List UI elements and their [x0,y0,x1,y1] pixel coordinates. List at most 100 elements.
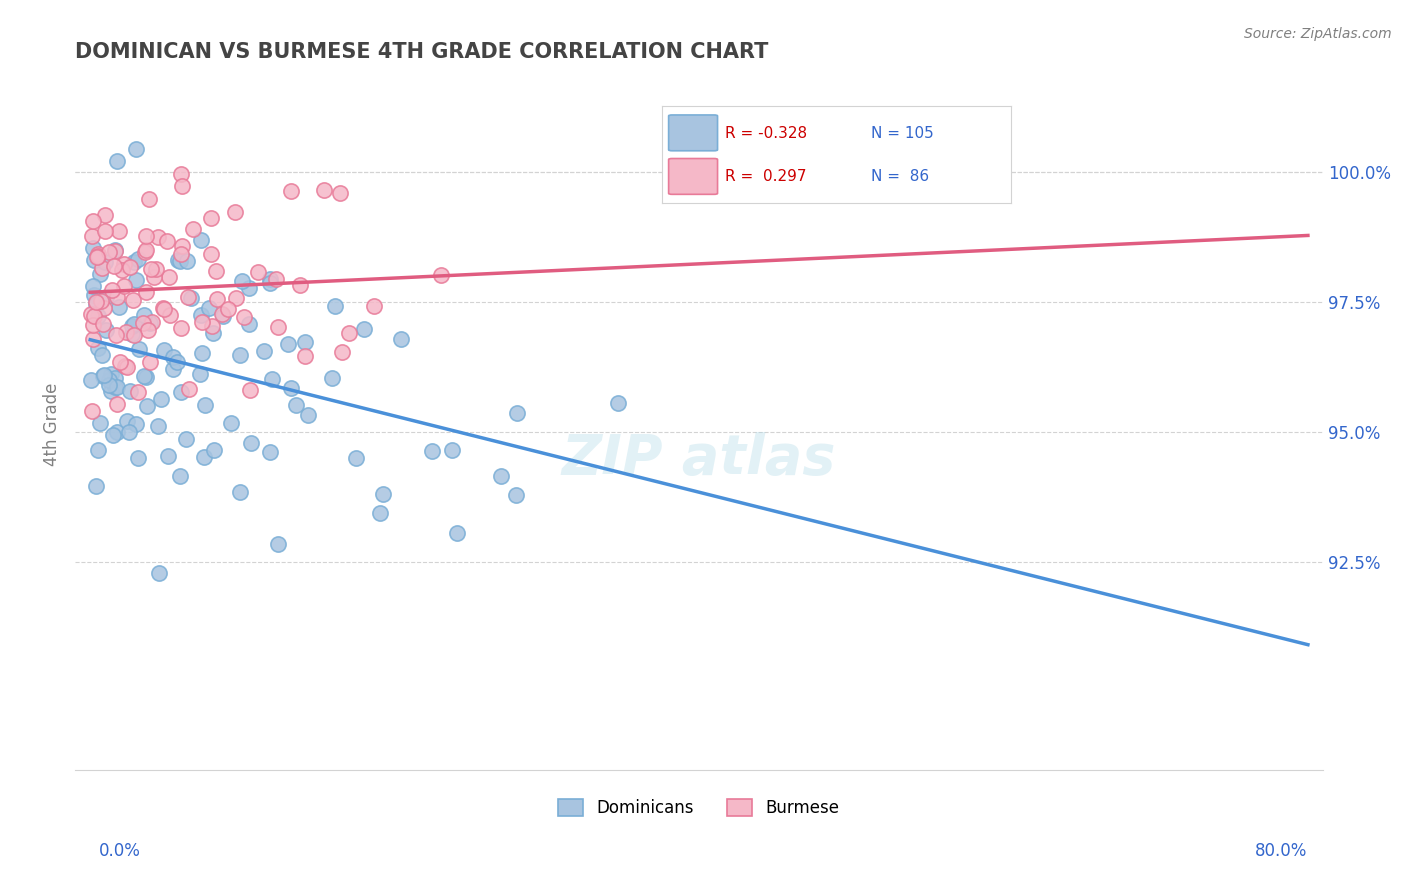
Burmese [329,186,352,200]
Dominicans [277,337,299,351]
Burmese [112,279,135,293]
Burmese [280,184,302,198]
Burmese [104,328,127,343]
Dominicans [125,142,148,156]
Burmese [139,261,162,276]
Text: DOMINICAN VS BURMESE 4TH GRADE CORRELATION CHART: DOMINICAN VS BURMESE 4TH GRADE CORRELATI… [75,42,769,62]
Burmese [224,205,246,219]
Dominicans [162,350,184,364]
Burmese [82,214,104,228]
Dominicans [136,399,159,413]
Dominicans [238,281,260,295]
Burmese [170,247,193,261]
Burmese [141,315,163,329]
Dominicans [87,341,110,355]
Dominicans [90,348,112,362]
Dominicans [87,443,110,458]
Dominicans [121,327,143,342]
Dominicans [128,342,150,356]
Burmese [363,299,385,313]
Dominicans [344,451,367,466]
Burmese [122,328,145,343]
Dominicans [124,273,146,287]
Dominicans [253,343,276,358]
Text: 0.0%: 0.0% [98,842,141,860]
Dominicans [446,526,468,541]
Burmese [83,309,105,323]
Dominicans [84,478,107,492]
Burmese [90,260,112,275]
Y-axis label: 4th Grade: 4th Grade [44,383,60,466]
Burmese [105,397,128,411]
Dominicans [121,318,143,333]
Burmese [205,292,228,306]
Dominicans [260,372,283,386]
Dominicans [104,243,127,257]
Burmese [200,247,222,261]
Dominicans [198,301,221,316]
Dominicans [238,317,260,331]
Dominicans [134,308,156,322]
Dominicans [100,367,122,381]
Dominicans [132,368,155,383]
Burmese [93,301,115,315]
Dominicans [321,371,343,385]
Dominicans [228,484,250,499]
Burmese [170,321,193,335]
Burmese [93,223,115,237]
Dominicans [190,308,212,322]
Burmese [139,354,162,368]
Burmese [86,295,108,310]
Burmese [239,383,262,397]
Dominicans [148,566,170,580]
Dominicans [162,362,184,376]
Burmese [247,265,270,279]
Burmese [114,359,136,374]
Burmese [134,245,156,260]
Dominicans [259,445,281,459]
Dominicans [135,369,157,384]
Dominicans [219,416,242,430]
Burmese [82,229,104,244]
Burmese [430,268,453,282]
Burmese [172,179,194,194]
Dominicans [239,436,262,450]
Dominicans [80,373,103,387]
Dominicans [191,346,214,360]
Dominicans [180,291,202,305]
Burmese [87,247,110,261]
Dominicans [91,369,114,384]
Burmese [87,249,110,263]
Dominicans [86,310,108,324]
Burmese [135,243,157,257]
Dominicans [105,380,128,394]
Dominicans [368,506,391,520]
Burmese [135,285,157,299]
Dominicans [94,290,117,304]
Burmese [314,183,336,197]
Dominicans [84,297,107,311]
Dominicans [139,316,162,330]
Burmese [148,230,170,244]
Dominicans [188,368,211,382]
Dominicans [97,378,120,392]
Burmese [97,244,120,259]
Dominicans [104,380,127,394]
Burmese [111,262,134,277]
Dominicans [190,233,212,247]
Burmese [138,192,160,206]
Dominicans [285,398,308,412]
Dominicans [108,300,131,314]
Burmese [205,263,228,277]
Burmese [101,283,124,297]
Burmese [115,360,138,375]
Burmese [225,291,247,305]
Burmese [159,308,181,322]
Burmese [152,301,174,315]
Burmese [104,244,127,259]
Dominicans [202,326,225,341]
Text: Source: ZipAtlas.com: Source: ZipAtlas.com [1244,27,1392,41]
Dominicans [266,537,288,551]
Dominicans [194,398,217,412]
Burmese [288,277,311,292]
